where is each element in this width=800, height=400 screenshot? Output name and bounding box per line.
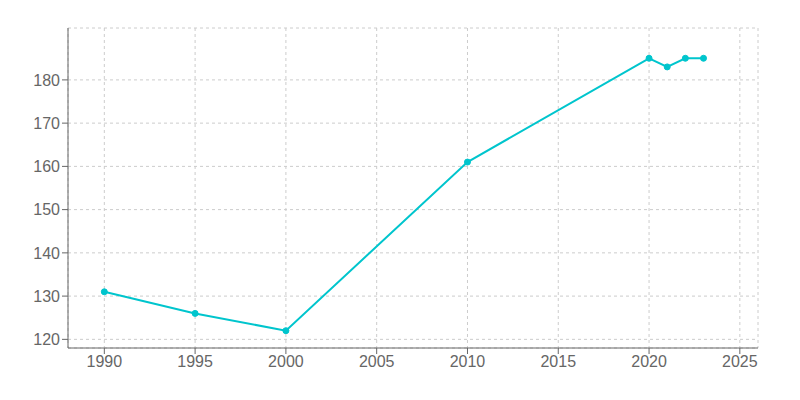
svg-text:180: 180 — [33, 72, 60, 89]
svg-text:1990: 1990 — [87, 353, 123, 370]
svg-text:2000: 2000 — [268, 353, 304, 370]
svg-text:1995: 1995 — [177, 353, 213, 370]
svg-text:2015: 2015 — [540, 353, 576, 370]
svg-text:160: 160 — [33, 158, 60, 175]
svg-text:2025: 2025 — [722, 353, 758, 370]
svg-text:120: 120 — [33, 331, 60, 348]
svg-text:2010: 2010 — [450, 353, 486, 370]
svg-text:2020: 2020 — [631, 353, 667, 370]
svg-text:150: 150 — [33, 201, 60, 218]
svg-text:130: 130 — [33, 288, 60, 305]
svg-text:140: 140 — [33, 245, 60, 262]
svg-text:2005: 2005 — [359, 353, 395, 370]
svg-text:170: 170 — [33, 115, 60, 132]
